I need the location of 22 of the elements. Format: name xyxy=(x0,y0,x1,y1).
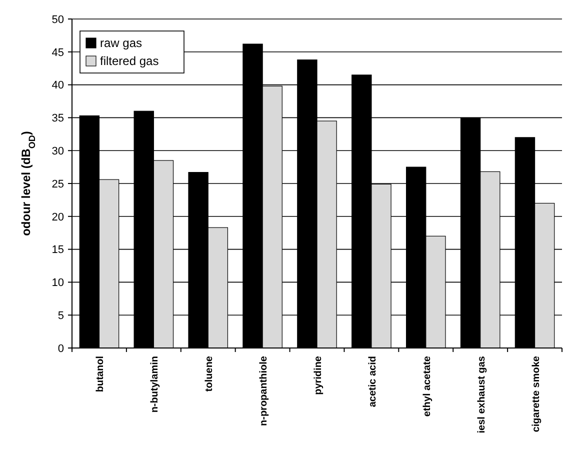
x-tick-label: iesl exhaust gas xyxy=(476,356,488,434)
legend-label: raw gas xyxy=(100,36,142,50)
x-tick-label: butanol xyxy=(95,356,106,392)
y-tick-label: 45 xyxy=(52,46,64,59)
y-tick-label: 50 xyxy=(52,14,64,26)
x-tick-label: n-propanthiole xyxy=(258,356,270,426)
x-tick-label: toluene xyxy=(204,356,216,392)
x-tick-label: pyridine xyxy=(313,356,324,395)
y-tick-label: 30 xyxy=(52,145,64,158)
x-tick-label: n-butylamin xyxy=(150,356,161,413)
y-tick-label: 25 xyxy=(52,178,64,190)
y-tick-label: 10 xyxy=(52,277,64,290)
legend-label: filtered gas xyxy=(100,54,159,68)
y-tick-label: 20 xyxy=(52,211,64,224)
y-tick-label: 15 xyxy=(52,244,64,256)
x-tick-label: acetic acid xyxy=(367,356,378,408)
y-tick-label: 5 xyxy=(58,310,64,322)
y-tick-label: 40 xyxy=(52,80,64,92)
y-tick-label: 0 xyxy=(58,342,64,355)
x-tick-label: cigarette smoke xyxy=(530,356,542,432)
x-tick-label: ethyl acetate xyxy=(422,356,433,417)
y-tick-label: 35 xyxy=(52,112,64,125)
